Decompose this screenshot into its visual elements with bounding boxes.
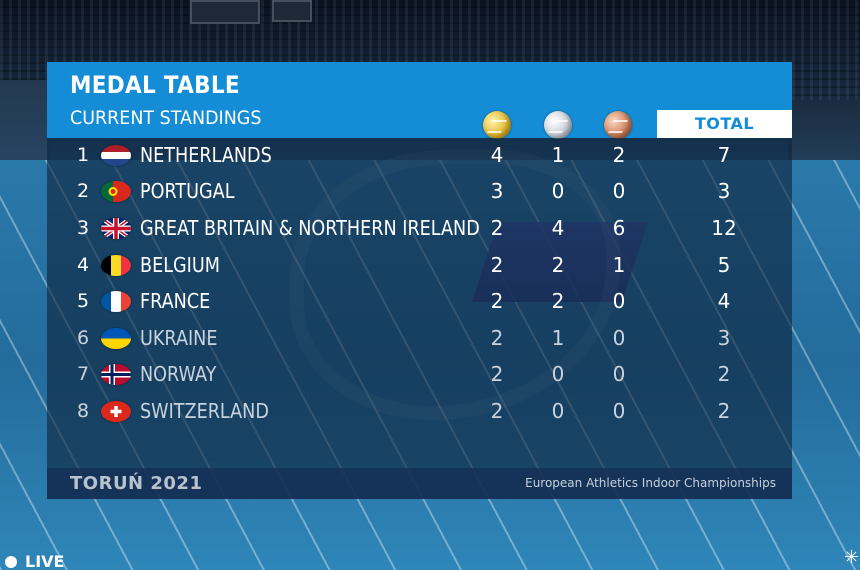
rank: 1 xyxy=(76,144,90,166)
panel-footer: TORUŃ 2021 European Athletics Indoor Cha… xyxy=(47,468,792,499)
gold-count: 2 xyxy=(490,399,504,423)
portugal-flag-icon xyxy=(101,181,131,202)
total-count: 5 xyxy=(717,253,731,277)
country-name: BELGIUM xyxy=(140,253,220,277)
netherlands-flag-icon xyxy=(101,145,131,166)
gold-count: 2 xyxy=(490,362,504,386)
table-row: 6 UKRAINE 2 1 0 3 xyxy=(47,321,792,357)
silver-count: 2 xyxy=(551,289,565,313)
table-row: 2 PORTUGAL 3 0 0 3 xyxy=(47,174,792,210)
live-indicator: LIVE xyxy=(5,552,64,570)
bronze-count: 2 xyxy=(612,143,626,167)
settings-icon[interactable]: ✳ xyxy=(844,547,860,568)
event-name: TORUŃ 2021 xyxy=(70,473,203,494)
bronze-count: 0 xyxy=(612,179,626,203)
rank: 3 xyxy=(76,217,90,239)
table-row: 5 FRANCE 2 2 0 4 xyxy=(47,284,792,320)
bronze-count: 1 xyxy=(612,253,626,277)
belgium-flag-icon xyxy=(101,255,131,276)
rank: 8 xyxy=(76,400,90,422)
total-count: 4 xyxy=(717,289,731,313)
gold-count: 4 xyxy=(490,143,504,167)
gold-medal-icon xyxy=(483,111,511,139)
page-title: MEDAL TABLE xyxy=(70,71,240,99)
country-name: PORTUGAL xyxy=(140,179,235,203)
bronze-count: 0 xyxy=(612,326,626,350)
portugal-emblem xyxy=(108,187,118,196)
total-count: 3 xyxy=(717,179,731,203)
total-count: 12 xyxy=(711,216,737,240)
bronze-count: 0 xyxy=(612,399,626,423)
union-jack xyxy=(101,218,131,239)
gold-count: 3 xyxy=(490,179,504,203)
table-row: 1 NETHERLANDS 4 1 2 7 xyxy=(47,138,792,174)
silver-count: 2 xyxy=(551,253,565,277)
ukraine-flag-icon xyxy=(101,328,131,349)
rank: 2 xyxy=(76,180,90,202)
norway-flag-icon xyxy=(101,364,131,385)
silver-count: 0 xyxy=(551,399,565,423)
total-count: 2 xyxy=(717,362,731,386)
organization-name: European Athletics Indoor Championships xyxy=(525,476,776,490)
arena-screen xyxy=(272,0,312,22)
gold-count: 2 xyxy=(490,253,504,277)
country-name: SWITZERLAND xyxy=(140,399,269,423)
norway-cross xyxy=(101,364,131,385)
bronze-medal-icon xyxy=(604,111,632,139)
silver-count: 1 xyxy=(551,143,565,167)
live-label: LIVE xyxy=(25,552,65,570)
bronze-count: 6 xyxy=(612,216,626,240)
total-count: 3 xyxy=(717,326,731,350)
table-row: 8 SWITZERLAND 2 0 0 2 xyxy=(47,394,792,430)
medal-table-panel: MEDAL TABLE CURRENT STANDINGS TOTAL 1 NE… xyxy=(47,62,792,499)
table-row: 4 BELGIUM 2 2 1 5 xyxy=(47,248,792,284)
standings-table: 1 NETHERLANDS 4 1 2 7 2 PORTUGAL 3 0 0 3… xyxy=(47,138,792,468)
silver-count: 0 xyxy=(551,179,565,203)
bronze-count: 0 xyxy=(612,289,626,313)
country-name: NETHERLANDS xyxy=(140,143,272,167)
arena-screen xyxy=(190,0,260,24)
rank: 6 xyxy=(76,327,90,349)
silver-count: 1 xyxy=(551,326,565,350)
swiss-cross xyxy=(110,406,122,417)
silver-count: 4 xyxy=(551,216,565,240)
total-count: 7 xyxy=(717,143,731,167)
rank: 5 xyxy=(76,290,90,312)
bronze-count: 0 xyxy=(612,362,626,386)
silver-medal-icon xyxy=(544,111,572,139)
page-subtitle: CURRENT STANDINGS xyxy=(70,107,262,129)
total-column-header: TOTAL xyxy=(657,110,792,138)
live-dot-icon xyxy=(5,556,17,568)
panel-header: MEDAL TABLE CURRENT STANDINGS TOTAL xyxy=(47,62,792,139)
great-britain-flag-icon xyxy=(101,218,131,239)
gold-count: 2 xyxy=(490,216,504,240)
country-name: NORWAY xyxy=(140,362,217,386)
total-count: 2 xyxy=(717,399,731,423)
table-row: 3 GREAT BRITAIN & NORTHERN IRELAND 2 4 6… xyxy=(47,211,792,247)
table-row: 7 NORWAY 2 0 0 2 xyxy=(47,357,792,393)
silver-count: 0 xyxy=(551,362,565,386)
france-flag-icon xyxy=(101,291,131,312)
switzerland-flag-icon xyxy=(101,401,131,422)
country-name: UKRAINE xyxy=(140,326,218,350)
rank: 7 xyxy=(76,363,90,385)
country-name: FRANCE xyxy=(140,289,211,313)
country-name: GREAT BRITAIN & NORTHERN IRELAND xyxy=(140,216,480,240)
rank: 4 xyxy=(76,254,90,276)
gold-count: 2 xyxy=(490,289,504,313)
gold-count: 2 xyxy=(490,326,504,350)
